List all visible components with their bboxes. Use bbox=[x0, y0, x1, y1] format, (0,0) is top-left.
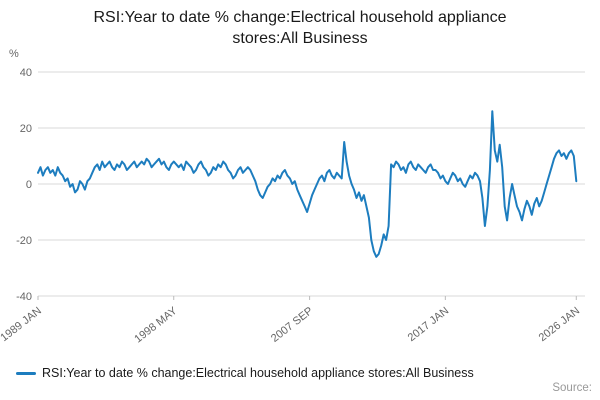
x-tick-label: 2017 JAN bbox=[406, 305, 451, 344]
x-tick-label: 1989 JAN bbox=[0, 305, 44, 344]
source-label: Source: bbox=[552, 382, 592, 394]
legend-line-swatch bbox=[16, 371, 36, 375]
legend: RSI:Year to date % change:Electrical hou… bbox=[16, 366, 474, 380]
y-tick-label: -40 bbox=[16, 291, 32, 303]
x-tick-label: 2007 SEP bbox=[269, 305, 315, 345]
y-tick-label: -20 bbox=[16, 235, 32, 247]
y-tick-label: 40 bbox=[20, 67, 32, 79]
x-axis-tick-labels: 1989 JAN 1998 MAY 2007 SEP 2017 JAN 2026 JAN bbox=[0, 305, 582, 346]
y-axis-tick-labels: 40 20 0 -20 -40 bbox=[16, 67, 32, 303]
x-tick-label: 1998 MAY bbox=[132, 305, 180, 346]
y-tick-label: 0 bbox=[26, 179, 32, 191]
chart-title: RSI:Year to date % change:Electrical hou… bbox=[93, 9, 507, 47]
series-polyline bbox=[37, 110, 578, 258]
x-axis-tick-marks bbox=[37, 296, 577, 300]
y-axis-unit-label: % bbox=[9, 48, 19, 60]
legend-series-label: RSI:Year to date % change:Electrical hou… bbox=[42, 366, 474, 380]
x-tick-label: 2026 JAN bbox=[537, 305, 582, 344]
data-series-line bbox=[37, 110, 578, 258]
y-tick-label: 20 bbox=[20, 123, 32, 135]
